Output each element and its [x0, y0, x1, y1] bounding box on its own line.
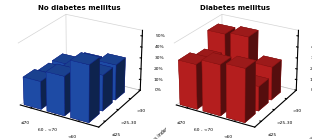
Y-axis label: Body mass index: Body mass index [292, 126, 312, 139]
Title: Diabetes mellitus: Diabetes mellitus [201, 5, 271, 11]
Y-axis label: Body mass index: Body mass index [136, 126, 170, 139]
Title: No diabetes mellitus: No diabetes mellitus [38, 5, 121, 11]
